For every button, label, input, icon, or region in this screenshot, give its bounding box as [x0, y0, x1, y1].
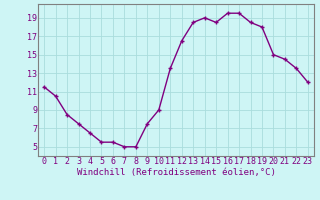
X-axis label: Windchill (Refroidissement éolien,°C): Windchill (Refroidissement éolien,°C): [76, 168, 276, 177]
